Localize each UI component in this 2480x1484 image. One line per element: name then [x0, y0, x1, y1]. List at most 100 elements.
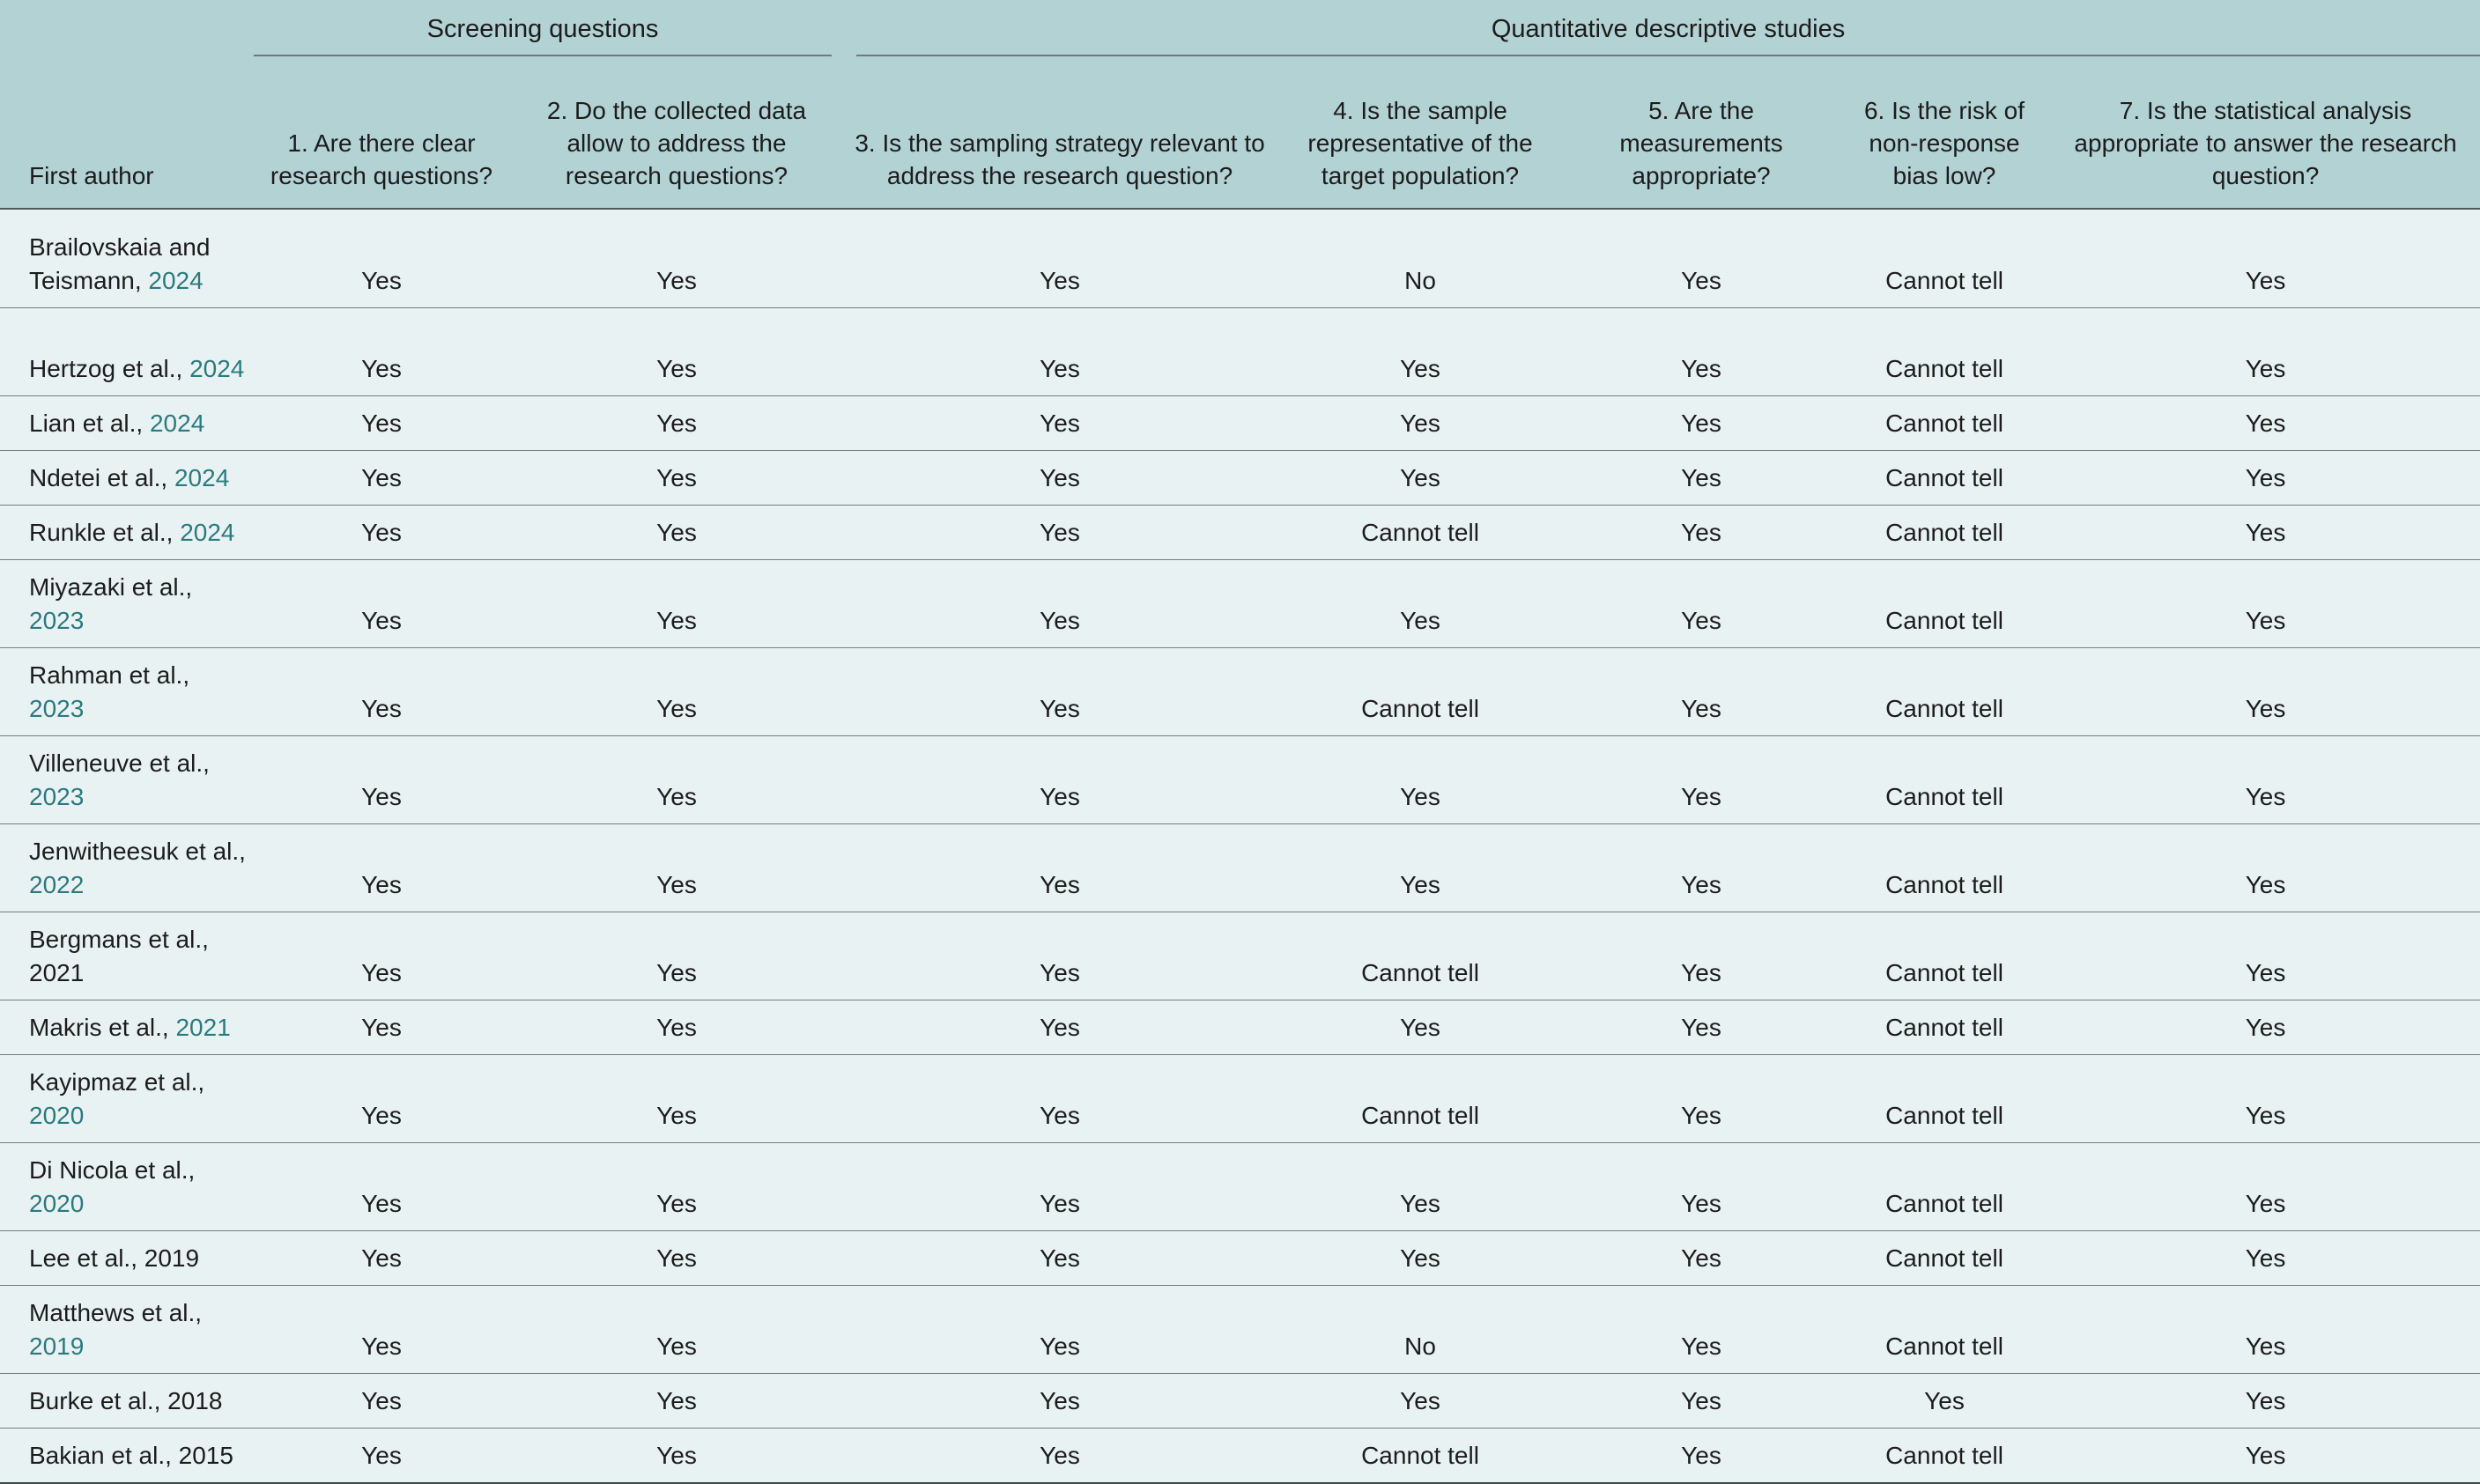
group-header-quantitative-label: Quantitative descriptive studies [856, 13, 2480, 56]
table-row: Hertzog et al., 2024 Yes Yes Yes Yes Yes Canno… [0, 307, 2480, 396]
column-header-q1: 1. Are there clear research questions? [254, 63, 509, 210]
cell-answer-q4: Cannot tell [1276, 912, 1566, 1000]
cell-answer-q5: Yes [1565, 823, 1839, 912]
cell-answer-q6: Cannot tell [1838, 912, 2052, 1000]
cell-answer-q5: Yes [1565, 1142, 1839, 1231]
cell-answer-q5: Yes [1565, 1285, 1839, 1374]
cell-answer-q2: Yes [509, 1230, 845, 1286]
cell-answer-q1: Yes [254, 1142, 509, 1231]
citation-year-link[interactable]: 2024 [180, 519, 235, 546]
cell-answer-q5: Yes [1565, 505, 1839, 560]
cell-answer-q5: Yes [1565, 559, 1839, 648]
cell-answer-q1: Yes [254, 307, 509, 396]
cell-answer-q4: Yes [1276, 559, 1566, 648]
column-header-q6: 6. Is the risk of non-response bias low? [1838, 63, 2052, 210]
cell-answer-q4: No [1276, 1285, 1566, 1374]
cell-first-author: Runkle et al., 2024 [0, 505, 254, 560]
citation-year-link[interactable]: 2022 [29, 871, 85, 898]
cell-answer-q4: Cannot tell [1276, 1428, 1566, 1484]
cell-answer-q1: Yes [254, 1230, 509, 1286]
cell-answer-q5: Yes [1565, 1230, 1839, 1286]
table-row: Rahman et al., 2023 Yes Yes Yes Cannot tell Y… [0, 647, 2480, 736]
author-name: Bergmans et al., 2021 [29, 926, 209, 986]
cell-answer-q7: Yes [2051, 1000, 2480, 1055]
citation-year-link[interactable]: 2024 [189, 355, 245, 382]
cell-answer-q5: Yes [1565, 735, 1839, 824]
author-name: Jenwitheesuk et al., [29, 838, 246, 865]
table-row: Miyazaki et al., 2023 Yes Yes Yes Yes Yes Cann… [0, 559, 2480, 648]
cell-answer-q1: Yes [254, 209, 509, 308]
cell-answer-q3: Yes [844, 1428, 1277, 1484]
cell-answer-q2: Yes [509, 647, 845, 736]
cell-answer-q7: Yes [2051, 450, 2480, 506]
table-body: Brailovskaia and Teismann, 2024 Yes Yes Yes… [0, 209, 2480, 1484]
cell-first-author: Miyazaki et al., 2023 [0, 559, 254, 648]
cell-answer-q2: Yes [509, 1142, 845, 1231]
cell-answer-q7: Yes [2051, 1373, 2480, 1429]
citation-year-link[interactable]: 2024 [149, 410, 205, 437]
cell-answer-q6: Cannot tell [1838, 450, 2052, 506]
citation-year-link[interactable]: 2024 [174, 464, 230, 491]
cell-answer-q1: Yes [254, 912, 509, 1000]
cell-answer-q3: Yes [844, 395, 1277, 451]
cell-answer-q3: Yes [844, 559, 1277, 648]
cell-answer-q7: Yes [2051, 912, 2480, 1000]
cell-answer-q4: Yes [1276, 1142, 1566, 1231]
cell-answer-q4: Cannot tell [1276, 1054, 1566, 1143]
group-header-quantitative: Quantitative descriptive studies [844, 0, 2480, 63]
cell-first-author: Villeneuve et al., 2023 [0, 735, 254, 824]
cell-answer-q3: Yes [844, 450, 1277, 506]
cell-answer-q4: No [1276, 209, 1566, 308]
cell-first-author: Di Nicola et al., 2020 [0, 1142, 254, 1231]
table-row: Burke et al., 2018 Yes Yes Yes Yes Yes Yes Yes [0, 1373, 2480, 1429]
citation-year-link[interactable]: 2020 [29, 1102, 85, 1129]
cell-answer-q3: Yes [844, 735, 1277, 824]
table-header: Screening questions Quantitative descrip… [0, 0, 2480, 210]
author-name: Villeneuve et al., [29, 749, 210, 777]
cell-answer-q2: Yes [509, 1285, 845, 1374]
table-row: Lian et al., 2024 Yes Yes Yes Yes Yes Cannot t… [0, 395, 2480, 451]
cell-first-author: Brailovskaia and Teismann, 2024 [0, 209, 254, 308]
author-name: Hertzog et al., [29, 355, 190, 382]
citation-year-link[interactable]: 2023 [29, 783, 85, 810]
cell-answer-q6: Cannot tell [1838, 1054, 2052, 1143]
author-name: Matthews et al., [29, 1299, 203, 1326]
cell-answer-q7: Yes [2051, 1230, 2480, 1286]
table-row: Makris et al., 2021 Yes Yes Yes Yes Yes Cannot… [0, 1000, 2480, 1055]
cell-answer-q4: Yes [1276, 307, 1566, 396]
author-name: Lian et al., [29, 410, 150, 437]
cell-answer-q2: Yes [509, 1428, 845, 1484]
cell-answer-q7: Yes [2051, 1142, 2480, 1231]
cell-answer-q5: Yes [1565, 395, 1839, 451]
citation-year-link[interactable]: 2024 [148, 267, 204, 294]
cell-answer-q5: Yes [1565, 209, 1839, 308]
table-row: Lee et al., 2019 Yes Yes Yes Yes Yes Cannot te… [0, 1230, 2480, 1286]
citation-year-link[interactable]: 2020 [29, 1190, 85, 1217]
cell-answer-q1: Yes [254, 505, 509, 560]
citation-year-link[interactable]: 2023 [29, 695, 85, 722]
cell-first-author: Bergmans et al., 2021 [0, 912, 254, 1000]
author-name: Runkle et al., [29, 519, 181, 546]
cell-answer-q7: Yes [2051, 647, 2480, 736]
cell-answer-q6: Cannot tell [1838, 1000, 2052, 1055]
cell-answer-q1: Yes [254, 395, 509, 451]
author-name: Burke et al., 2018 [29, 1387, 223, 1414]
cell-answer-q5: Yes [1565, 912, 1839, 1000]
cell-answer-q2: Yes [509, 823, 845, 912]
cell-answer-q6: Cannot tell [1838, 505, 2052, 560]
citation-year-link[interactable]: 2019 [29, 1333, 85, 1360]
cell-answer-q3: Yes [844, 647, 1277, 736]
table-row: Runkle et al., 2024 Yes Yes Yes Cannot tell Y… [0, 505, 2480, 560]
citation-year-link[interactable]: 2023 [29, 607, 85, 634]
table-row: Bergmans et al., 2021 Yes Yes Yes Cannot tel… [0, 912, 2480, 1000]
cell-answer-q3: Yes [844, 1054, 1277, 1143]
cell-answer-q4: Cannot tell [1276, 647, 1566, 736]
table-row: Kayipmaz et al., 2020 Yes Yes Yes Cannot tel… [0, 1054, 2480, 1143]
cell-answer-q4: Yes [1276, 823, 1566, 912]
cell-answer-q2: Yes [509, 395, 845, 451]
citation-year-link[interactable]: 2021 [175, 1014, 231, 1041]
cell-answer-q2: Yes [509, 209, 845, 308]
table-row: Brailovskaia and Teismann, 2024 Yes Yes Yes… [0, 209, 2480, 308]
cell-answer-q4: Yes [1276, 1373, 1566, 1429]
